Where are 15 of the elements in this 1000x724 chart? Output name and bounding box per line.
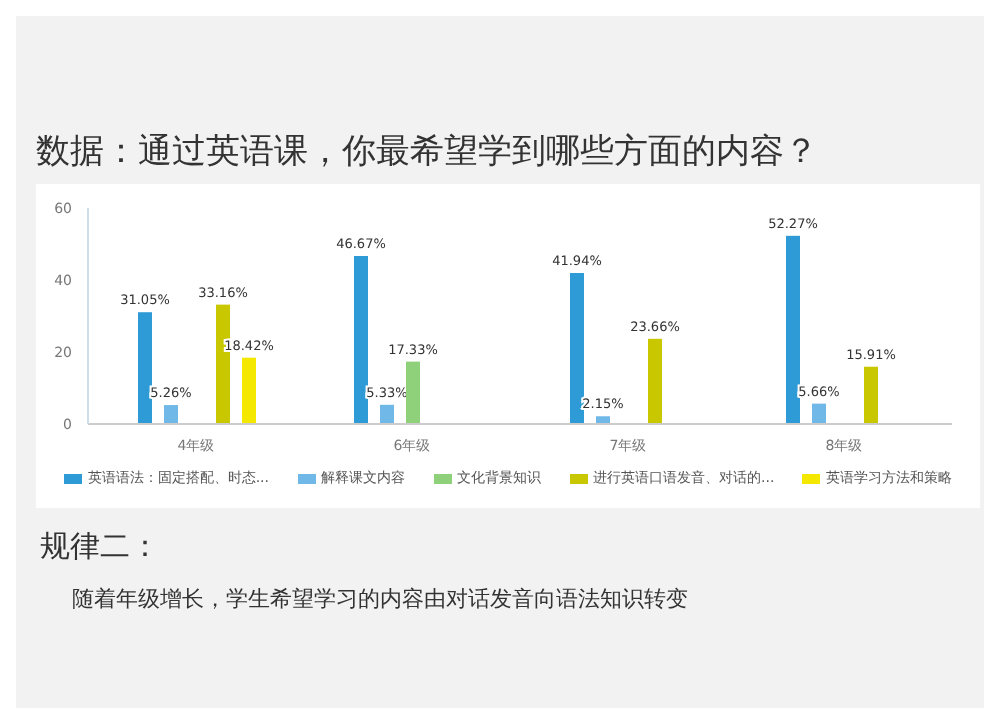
bar	[138, 312, 152, 424]
bar	[406, 361, 420, 424]
bar	[354, 255, 368, 424]
bar	[812, 403, 826, 424]
text: 随着年级增长，学生希望学习的内容由对话发音向语法知识转变	[72, 584, 688, 614]
bar	[648, 338, 662, 424]
text: 规律二：	[40, 528, 160, 566]
bar	[864, 366, 878, 424]
bar	[380, 404, 394, 424]
bar	[786, 235, 800, 424]
bar	[570, 273, 584, 424]
bar	[596, 416, 610, 424]
bar	[164, 405, 178, 424]
bar	[242, 357, 256, 424]
chart-title: 数据：通过英语课，你最希望学到哪些方面的内容？	[36, 130, 818, 174]
